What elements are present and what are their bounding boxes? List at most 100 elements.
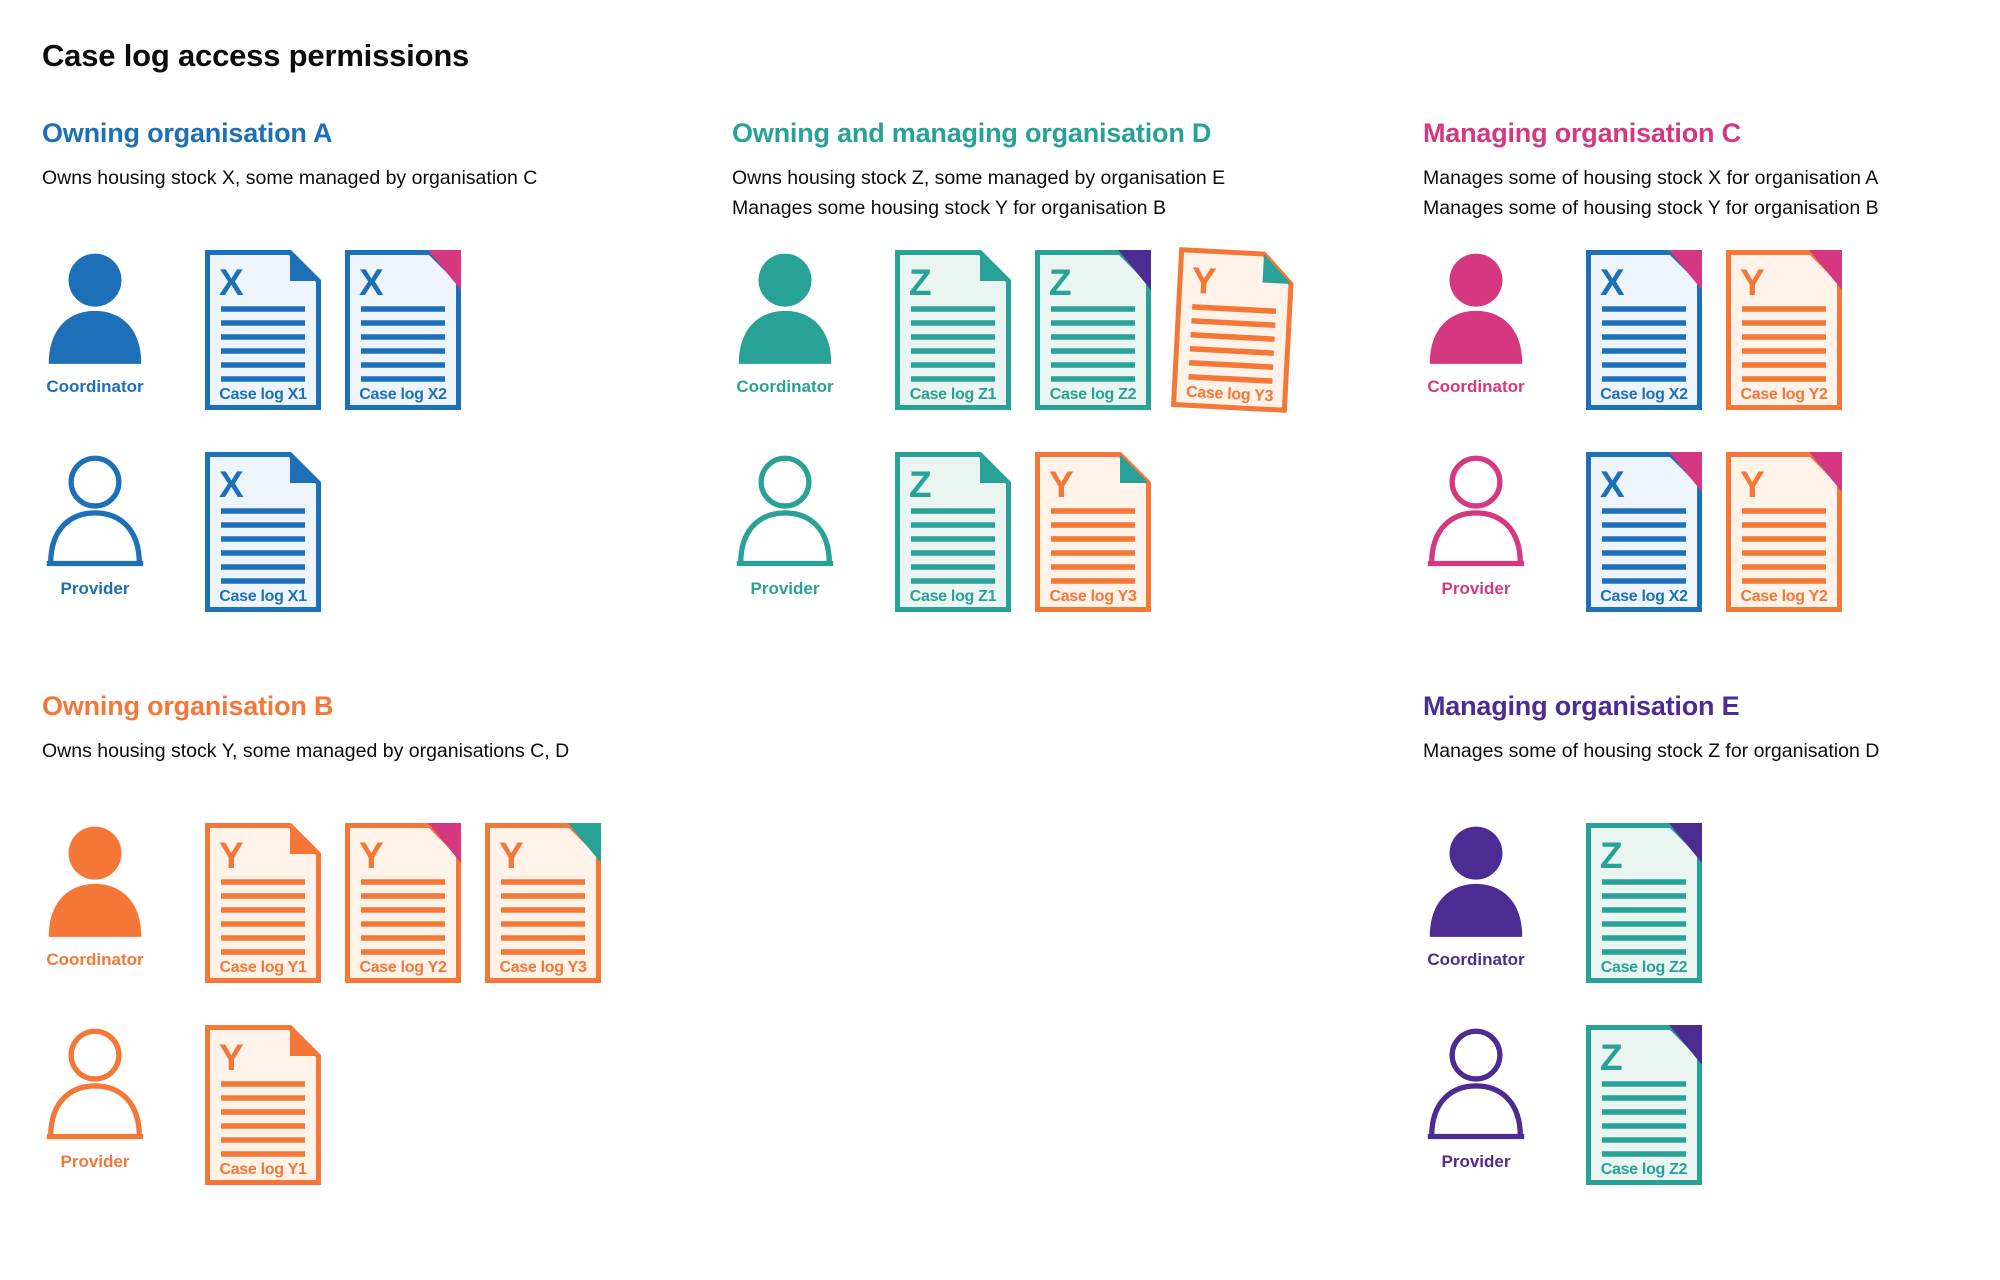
stock-letter: Z xyxy=(909,464,932,505)
doc-body xyxy=(345,250,461,410)
folded-corner-icon xyxy=(290,252,319,281)
text-lines xyxy=(1742,508,1826,584)
role-label: Coordinator xyxy=(736,377,834,396)
doc-body xyxy=(345,823,461,983)
stock-letter: Y xyxy=(1740,262,1765,303)
person-body xyxy=(1429,883,1523,937)
section-owning-managing-org-d: Owning and managing organisation D Owns h… xyxy=(732,118,1423,613)
text-lines xyxy=(221,1081,305,1157)
stock-letter: Z xyxy=(1049,262,1072,303)
person-body xyxy=(48,310,142,364)
org-description-line: Manages some of housing stock Z for orga… xyxy=(1423,740,1880,762)
folded-corner-icon xyxy=(980,454,1009,483)
stock-letter: X xyxy=(1600,262,1625,303)
doc-label: Case log X1 xyxy=(219,386,307,403)
org-heading: Managing organisation C xyxy=(1423,118,1741,148)
coordinator-figure: Coordinator xyxy=(1423,249,1529,397)
case-log-list: Z Case log Z2 xyxy=(1585,822,1703,984)
permission-rows: Coordinator Z Case log Z2 Provider Z Case log… xyxy=(1423,822,1983,1186)
person-body xyxy=(48,1083,142,1137)
person-outline-icon xyxy=(46,1028,144,1140)
coordinator-row: Coordinator Z Case log Z1 Z Case log Z2 Y Case… xyxy=(732,247,1423,413)
folded-corner-icon xyxy=(1118,250,1151,290)
doc-label: Case log Y3 xyxy=(499,959,587,976)
stock-letter: Y xyxy=(499,835,524,876)
doc-body xyxy=(1726,452,1842,612)
doc-label: Case log Y1 xyxy=(219,959,307,976)
doc-label: Case log Y2 xyxy=(1740,386,1828,403)
doc-body xyxy=(1726,250,1842,410)
case-log-document-icon: Z Case log Z2 xyxy=(1035,250,1151,410)
role-label: Coordinator xyxy=(46,377,144,396)
person-head xyxy=(68,826,122,880)
permission-rows: Coordinator X Case log X1 X Case log X2 Provi… xyxy=(42,249,732,613)
section-managing-org-e: Managing organisation E Manages some of h… xyxy=(1423,691,1983,1186)
person-filled-icon xyxy=(738,253,832,364)
person-head xyxy=(68,455,122,509)
case-log-document-icon: X Case log X1 xyxy=(205,250,321,410)
stock-letter: X xyxy=(1600,464,1625,505)
text-lines xyxy=(1051,306,1135,382)
org-heading: Owning organisation A xyxy=(42,118,333,148)
coordinator-row: Coordinator X Case log X1 X Case log X2 xyxy=(42,249,732,411)
person-body xyxy=(48,510,142,564)
person-outline-icon xyxy=(1427,455,1525,567)
provider-row: Provider Y Case log Y1 xyxy=(42,1024,732,1186)
doc-body xyxy=(895,452,1011,612)
doc-body xyxy=(1586,250,1702,410)
case-log-list: Y Case log Y1 xyxy=(204,1024,322,1186)
folded-corner-icon xyxy=(290,825,319,854)
doc-label: Case log Z2 xyxy=(1601,959,1688,976)
stock-letter: Y xyxy=(1190,260,1217,302)
text-lines xyxy=(1188,304,1277,384)
text-lines xyxy=(221,306,305,382)
org-description: Owns housing stock Z, some managed by or… xyxy=(732,163,1423,223)
org-description-line: Manages some of housing stock X for orga… xyxy=(1423,167,1879,189)
doc-body xyxy=(485,823,601,983)
doc-body xyxy=(1035,452,1151,612)
person-body xyxy=(1429,1083,1523,1137)
provider-figure: Provider xyxy=(1423,1024,1529,1172)
case-log-document-icon: Y Case log Y3 xyxy=(1170,247,1294,413)
provider-row: Provider Z Case log Z2 xyxy=(1423,1024,1983,1186)
folded-corner-icon xyxy=(1669,823,1702,863)
provider-figure: Provider xyxy=(1423,451,1529,599)
person-head xyxy=(1449,455,1503,509)
doc-body xyxy=(1586,1025,1702,1185)
doc-label: Case log Z2 xyxy=(1601,1161,1688,1178)
doc-label: Case log X1 xyxy=(219,588,307,605)
case-log-document-icon: Z Case log Z1 xyxy=(895,452,1011,612)
person-outline-icon xyxy=(1427,1028,1525,1140)
stock-letter: Y xyxy=(1049,464,1074,505)
org-description-line: Manages some of housing stock Y for orga… xyxy=(1423,197,1879,219)
folded-corner-icon xyxy=(1262,254,1291,284)
stock-letter: Y xyxy=(1740,464,1765,505)
case-log-document-icon: Z Case log Z2 xyxy=(1586,1025,1702,1185)
folded-corner-icon xyxy=(1669,1025,1702,1065)
person-outline-icon xyxy=(46,455,144,567)
case-log-document-icon: Y Case log Y2 xyxy=(345,823,461,983)
case-log-document-icon: Y Case log Y1 xyxy=(205,1025,321,1185)
permission-rows: Coordinator Z Case log Z1 Z Case log Z2 Y Case… xyxy=(732,247,1423,613)
text-lines xyxy=(1602,1081,1686,1157)
org-description-line: Manages some housing stock Y for organis… xyxy=(732,197,1166,219)
person-filled-icon xyxy=(48,253,142,364)
provider-figure: Provider xyxy=(42,451,148,599)
stock-letter: X xyxy=(359,262,384,303)
org-description-line: Owns housing stock Y, some managed by or… xyxy=(42,740,570,762)
doc-label: Case log X2 xyxy=(1600,588,1688,605)
doc-body xyxy=(1035,250,1151,410)
role-label: Provider xyxy=(1441,579,1511,598)
case-log-list: X Case log X2 Y Case log Y2 xyxy=(1585,249,1843,411)
section-managing-org-c: Managing organisation C Manages some of h… xyxy=(1423,118,1983,613)
coordinator-figure: Coordinator xyxy=(1423,822,1529,970)
section-owning-org-a: Owning organisation A Owns housing stock … xyxy=(42,118,732,613)
case-log-document-icon: Z Case log Z1 xyxy=(895,250,1011,410)
provider-figure: Provider xyxy=(732,451,838,599)
org-description-line: Owns housing stock Z, some managed by or… xyxy=(732,167,1226,189)
case-log-document-icon: Y Case log Y2 xyxy=(1726,452,1842,612)
case-log-list: Z Case log Z1 Z Case log Z2 Y Case log Y3 xyxy=(894,247,1294,413)
text-lines xyxy=(221,508,305,584)
provider-row: Provider X Case log X1 xyxy=(42,451,732,613)
